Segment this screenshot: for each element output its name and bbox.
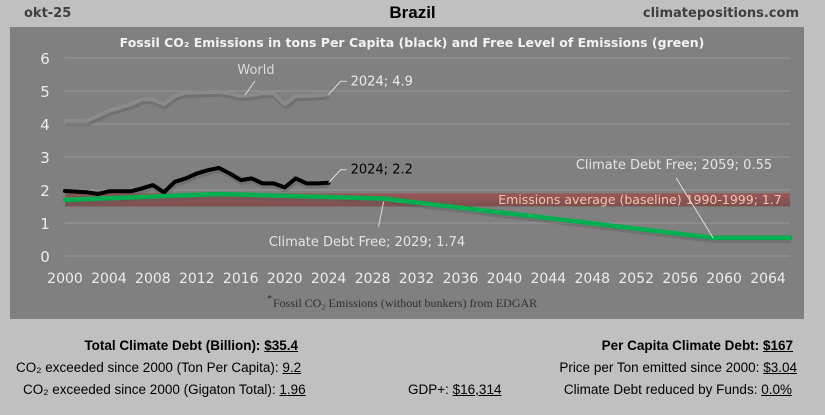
series-line-free-level xyxy=(62,191,793,241)
date-label: okt-25 xyxy=(24,6,72,21)
x-tick-label: 2004 xyxy=(91,271,127,287)
annotation-label: Climate Debt Free; 2029; 1.74 xyxy=(269,235,465,250)
x-tick-label: 2024 xyxy=(311,271,347,287)
annotation-leader xyxy=(378,201,385,227)
price-value: $3.04 xyxy=(763,360,797,375)
annotation-label: Climate Debt Free; 2059; 0.55 xyxy=(576,158,772,173)
y-tick-label: 2 xyxy=(40,182,50,200)
funds-label: Climate Debt reduced by Funds: xyxy=(563,382,758,397)
footnote-mark: * xyxy=(267,294,272,305)
x-tick-label: 2008 xyxy=(135,271,171,287)
per-capita-value: $167 xyxy=(762,338,793,353)
brazil-end-label: 2024; 2.2 xyxy=(351,163,413,178)
total-debt-label: Total Climate Debt (Billion): xyxy=(84,338,261,353)
y-tick-label: 0 xyxy=(40,248,50,266)
exceeded-pc-row: CO₂ exceeded since 2000 (Ton Per Capita)… xyxy=(16,360,301,375)
per-capita-label: Per Capita Climate Debt: xyxy=(601,338,760,353)
x-tick-label: 2056 xyxy=(662,271,698,287)
stats-panel: Total Climate Debt (Billion): $35.4 CO₂ … xyxy=(0,332,825,415)
series-line-brazil xyxy=(63,165,331,196)
chart-title: Fossil CO₂ Emissions in tons Per Capita … xyxy=(120,35,705,50)
gdp-label: GDP+: xyxy=(408,382,449,397)
gdp-value: $16,314 xyxy=(452,382,502,397)
footnote: Fossil CO₂ Emissions (without bunkers) f… xyxy=(273,296,537,310)
x-tick-label: 2060 xyxy=(706,271,742,287)
funds-row: Climate Debt reduced by Funds: 0.0% xyxy=(564,382,792,397)
series-shadow xyxy=(66,91,330,126)
exceeded-total-row: CO₂ exceeded since 2000 (Gigaton Total):… xyxy=(23,382,306,397)
funds-value: 0.0% xyxy=(761,382,792,397)
annotation-leader xyxy=(675,177,714,239)
world-end-label: 2024; 4.9 xyxy=(351,74,413,89)
series-line-world xyxy=(63,90,331,123)
site-link[interactable]: climatepositions.com xyxy=(642,6,799,21)
total-debt-row: Total Climate Debt (Billion): $35.4 xyxy=(84,338,298,353)
x-tick-label: 2052 xyxy=(618,271,654,287)
world-label: World xyxy=(237,63,274,78)
exceeded-total-label: CO₂ exceeded since 2000 (Gigaton Total): xyxy=(23,382,276,397)
x-tick-label: 2064 xyxy=(750,271,786,287)
x-tick-label: 2028 xyxy=(355,271,391,287)
brazil-end-leader xyxy=(328,169,347,184)
emissions-chart: Fossil CO₂ Emissions in tons Per Capita … xyxy=(40,35,793,310)
x-tick-label: 2040 xyxy=(487,271,523,287)
world-end-leader xyxy=(328,80,347,95)
price-row: Price per Ton emitted since 2000: $3.04 xyxy=(559,360,797,375)
x-tick-label: 2016 xyxy=(223,271,259,287)
y-tick-label: 3 xyxy=(40,149,50,167)
exceeded-pc-value: 9.2 xyxy=(282,360,302,375)
y-tick-label: 1 xyxy=(40,215,50,233)
y-tick-label: 4 xyxy=(40,116,50,134)
x-tick-label: 2044 xyxy=(531,271,567,287)
x-tick-label: 2036 xyxy=(443,271,479,287)
y-tick-label: 6 xyxy=(40,50,50,68)
price-label: Price per Ton emitted since 2000: xyxy=(559,360,760,375)
y-tick-label: 5 xyxy=(40,83,50,101)
chart-panel xyxy=(10,27,804,319)
world-leader xyxy=(244,80,256,96)
x-tick-label: 2000 xyxy=(47,271,83,287)
country-title: Brazil xyxy=(389,3,436,22)
exceeded-pc-label: CO₂ exceeded since 2000 (Ton Per Capita)… xyxy=(16,360,279,375)
total-debt-value: $35.4 xyxy=(264,338,298,353)
x-tick-label: 2020 xyxy=(267,271,303,287)
gdp-row: GDP+: $16,314 xyxy=(408,382,501,397)
x-tick-label: 2048 xyxy=(574,271,610,287)
baseline-label: Emissions average (baseline) 1990-1999; … xyxy=(498,192,782,207)
exceeded-total-value: 1.96 xyxy=(279,382,306,397)
x-tick-label: 2032 xyxy=(399,271,435,287)
x-tick-label: 2012 xyxy=(179,271,215,287)
header: okt-25 Brazil climatepositions.com xyxy=(0,0,825,27)
per-capita-row: Per Capita Climate Debt: $167 xyxy=(602,338,793,353)
